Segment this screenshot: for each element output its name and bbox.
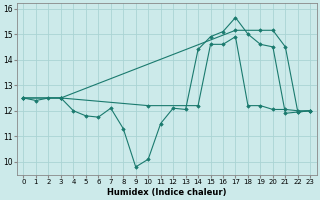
X-axis label: Humidex (Indice chaleur): Humidex (Indice chaleur)	[107, 188, 227, 197]
